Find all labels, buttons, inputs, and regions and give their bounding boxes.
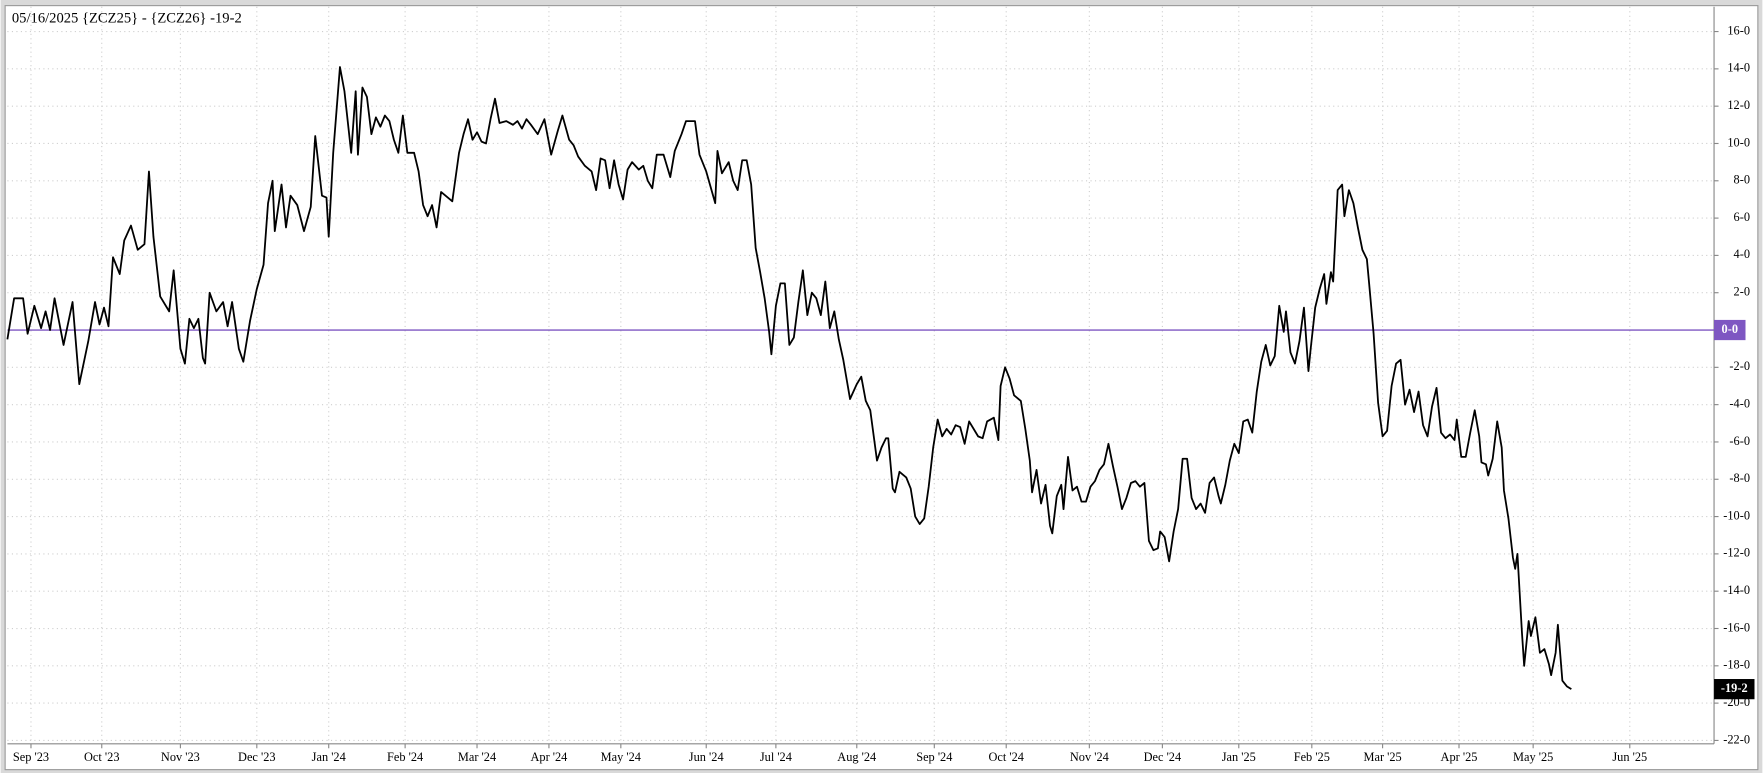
price-line bbox=[6, 66, 1572, 690]
y-tick-label: -10-0 bbox=[1723, 508, 1750, 522]
x-tick-label: Jan '25 bbox=[1222, 750, 1256, 764]
y-tick-label: 8-0 bbox=[1734, 173, 1750, 187]
x-tick-label: Nov '24 bbox=[1070, 750, 1109, 764]
x-tick-label: Jun '25 bbox=[1612, 750, 1647, 764]
y-tick-label: -18-0 bbox=[1723, 658, 1750, 672]
last-value-label: -19-2 bbox=[1721, 681, 1748, 695]
x-tick-label: Dec '24 bbox=[1144, 750, 1182, 764]
chart-panel bbox=[4, 5, 1759, 771]
y-tick-label: -2-0 bbox=[1729, 359, 1750, 373]
plot bbox=[6, 66, 1715, 690]
x-tick-label: Jul '24 bbox=[760, 750, 792, 764]
y-tick-label: -22-0 bbox=[1723, 732, 1750, 746]
x-tick-label: Apr '25 bbox=[1441, 750, 1478, 764]
y-tick-label: -12-0 bbox=[1723, 546, 1750, 560]
x-tick-label: Feb '24 bbox=[387, 750, 423, 764]
x-tick-label: Apr '24 bbox=[531, 750, 568, 764]
x-tick-label: Nov '23 bbox=[161, 750, 200, 764]
x-tick-label: Dec '23 bbox=[238, 750, 276, 764]
x-tick-label: Mar '24 bbox=[458, 750, 496, 764]
y-tick-label: -6-0 bbox=[1729, 434, 1750, 448]
y-tick-label: -8-0 bbox=[1729, 471, 1750, 485]
x-tick-label: Jun '24 bbox=[689, 750, 724, 764]
x-tick-label: Oct '24 bbox=[988, 750, 1023, 764]
y-tick-label: 10-0 bbox=[1727, 135, 1750, 149]
x-tick-label: May '25 bbox=[1513, 750, 1553, 764]
x-tick-label: Aug '24 bbox=[837, 750, 876, 764]
grid bbox=[7, 6, 1719, 749]
y-tick-label: 4-0 bbox=[1734, 247, 1750, 261]
y-tick-label: 6-0 bbox=[1734, 210, 1750, 224]
y-tick-label: -4-0 bbox=[1729, 396, 1750, 410]
x-tick-label: Jan '24 bbox=[312, 750, 346, 764]
x-tick-label: Sep '23 bbox=[13, 750, 49, 764]
y-tick-label: 12-0 bbox=[1727, 98, 1750, 112]
y-tick-label: 16-0 bbox=[1727, 23, 1750, 37]
x-tick-label: Mar '25 bbox=[1363, 750, 1401, 764]
y-tick-label: -14-0 bbox=[1723, 583, 1750, 597]
y-tick-label: 14-0 bbox=[1727, 61, 1750, 75]
zero-label: 0-0 bbox=[1722, 322, 1738, 336]
x-tick-label: Oct '23 bbox=[84, 750, 119, 764]
x-tick-label: Feb '25 bbox=[1294, 750, 1330, 764]
chart-title: 05/16/2025 {ZCZ25} - {ZCZ26} -19-2 bbox=[12, 10, 242, 26]
y-tick-label: 2-0 bbox=[1734, 285, 1750, 299]
zero-label-box bbox=[1714, 319, 1746, 341]
x-tick-label: May '24 bbox=[601, 750, 641, 764]
x-tick-label: Sep '24 bbox=[916, 750, 952, 764]
last-value-box bbox=[1714, 679, 1755, 700]
y-tick-label: -16-0 bbox=[1723, 620, 1750, 634]
